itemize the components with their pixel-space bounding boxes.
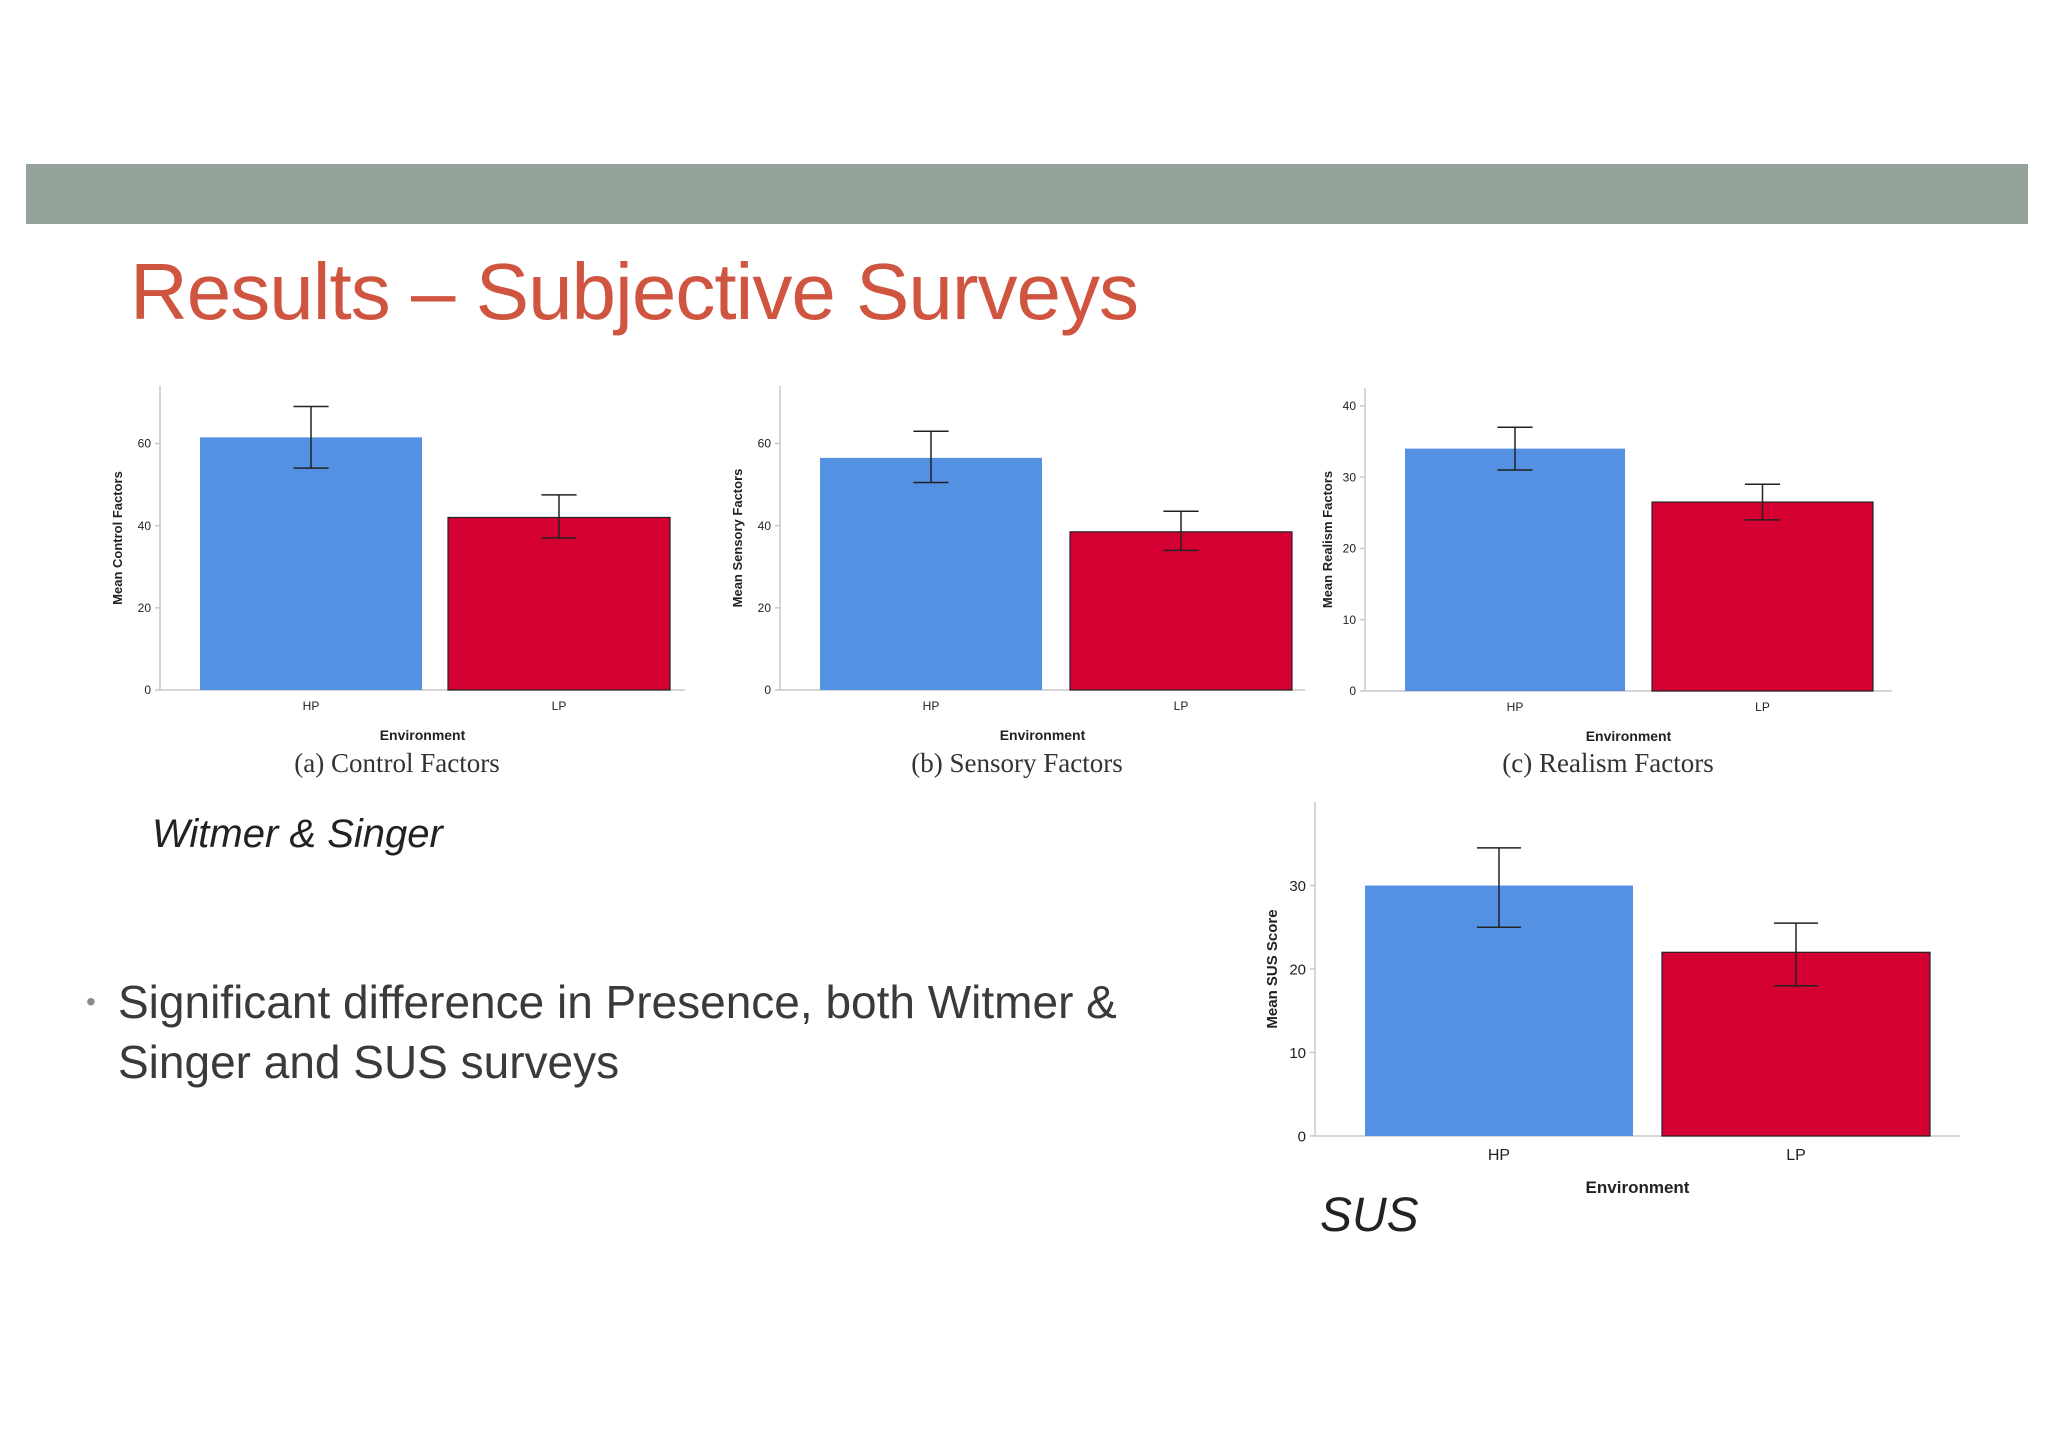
x-tick-label: HP xyxy=(923,699,940,713)
y-tick-label: 10 xyxy=(1289,1045,1306,1062)
y-tick-label: 30 xyxy=(1343,470,1357,484)
y-axis-label: Mean Control Factors xyxy=(110,471,125,605)
y-axis-label: Mean Sensory Factors xyxy=(730,469,745,608)
bar-lp xyxy=(447,516,671,691)
bar-hp xyxy=(1405,448,1625,691)
chart-sensory-factors: 0 20 40 60 Mean Sensory Factors HP LP Environme… xyxy=(730,386,1305,743)
caption-realism-factors: (c) Realism Factors xyxy=(1502,748,1714,778)
y-tick-label: 40 xyxy=(1343,399,1357,413)
x-tick-label: HP xyxy=(303,699,320,713)
bullet-dot-icon: • xyxy=(86,986,96,1017)
caption-sensory-factors: (b) Sensory Factors xyxy=(911,748,1123,778)
y-tick-label: 0 xyxy=(1298,1128,1306,1145)
y-tick-label: 20 xyxy=(1343,542,1357,556)
bar-lp xyxy=(1651,501,1874,692)
sus-label: SUS xyxy=(1320,1189,1419,1242)
y-tick-label: 40 xyxy=(138,519,152,533)
y-tick-label: 60 xyxy=(138,437,152,451)
y-tick-label: 30 xyxy=(1289,878,1306,895)
bullet-item: • Significant difference in Presence, bo… xyxy=(82,972,1182,1092)
bar-lp xyxy=(1069,531,1293,691)
x-tick-label: LP xyxy=(552,699,567,713)
witmer-singer-label: Witmer & Singer xyxy=(152,812,443,856)
bullet-list: • Significant difference in Presence, bo… xyxy=(82,972,1182,1092)
x-tick-label: HP xyxy=(1488,1147,1510,1164)
chart-control-factors: 0 20 40 60 Mean Control Factors HP LP Environme… xyxy=(110,386,685,743)
x-tick-label: LP xyxy=(1786,1147,1806,1164)
x-tick-label: LP xyxy=(1174,699,1189,713)
y-tick-label: 20 xyxy=(138,601,152,615)
y-tick-label: 20 xyxy=(758,601,772,615)
x-tick-label: LP xyxy=(1755,700,1770,714)
chart-sus-score: 0 10 20 30 Mean SUS Score HP LP Environment xyxy=(1264,802,1960,1197)
x-axis-label: Environment xyxy=(1000,727,1086,743)
chart-realism-factors: 0 10 20 30 40 Mean Realism Factors HP LP Environ… xyxy=(1320,388,1892,744)
y-tick-label: 40 xyxy=(758,519,772,533)
y-axis-label: Mean SUS Score xyxy=(1264,909,1281,1028)
x-axis-label: Environment xyxy=(1586,728,1672,744)
y-tick-label: 0 xyxy=(1349,684,1356,698)
top-accent-bar xyxy=(26,164,2028,224)
bar-hp xyxy=(820,457,1042,690)
x-axis-label: Environment xyxy=(1586,1178,1690,1197)
y-tick-label: 60 xyxy=(758,437,772,451)
x-axis-label: Environment xyxy=(380,727,466,743)
x-tick-label: HP xyxy=(1507,700,1524,714)
y-tick-label: 20 xyxy=(1289,961,1306,978)
y-tick-label: 0 xyxy=(764,683,771,697)
y-tick-label: 0 xyxy=(144,683,151,697)
slide-title: Results – Subjective Surveys xyxy=(130,247,1139,336)
y-tick-label: 10 xyxy=(1343,613,1357,627)
bar-hp xyxy=(200,437,422,690)
bullet-text: Significant difference in Presence, both… xyxy=(118,976,1117,1088)
caption-control-factors: (a) Control Factors xyxy=(294,748,500,778)
y-axis-label: Mean Realism Factors xyxy=(1320,471,1335,608)
